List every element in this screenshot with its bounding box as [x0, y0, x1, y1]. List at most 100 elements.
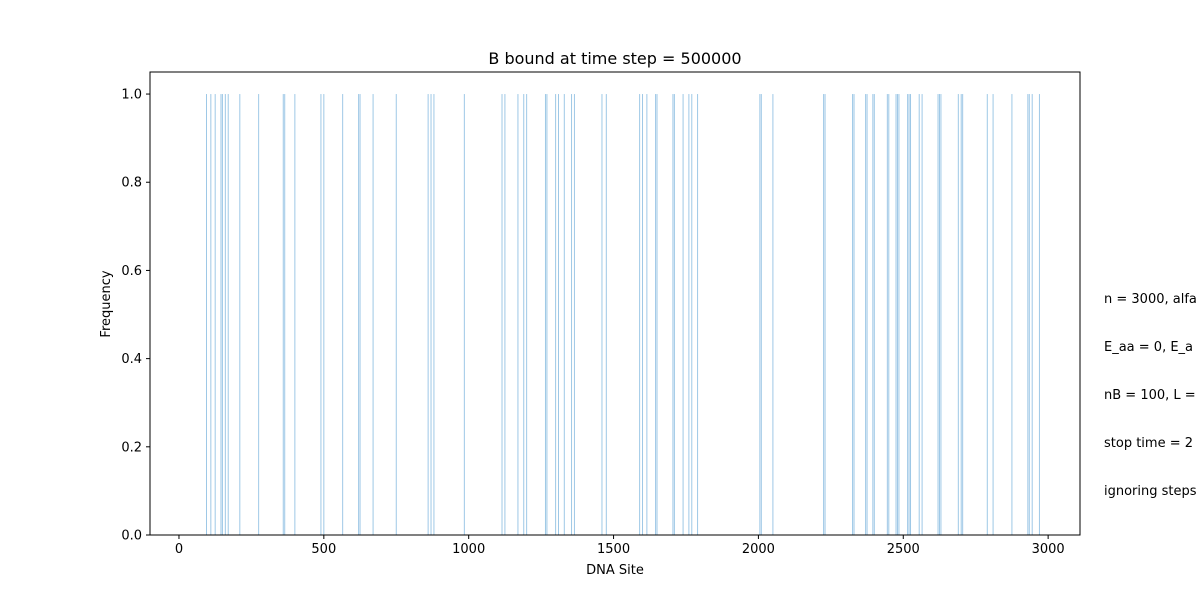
bar [605, 94, 607, 536]
bar [824, 94, 826, 536]
bar [523, 94, 525, 536]
bar [992, 94, 994, 536]
bar [646, 94, 648, 536]
bar [873, 94, 875, 536]
bar [853, 94, 855, 536]
bar [691, 94, 693, 536]
x-tick-label: 500 [311, 542, 336, 557]
bar [823, 94, 825, 536]
bar [221, 94, 223, 536]
bar [546, 94, 548, 536]
bar [573, 94, 575, 536]
bar [282, 94, 284, 536]
bar [960, 94, 962, 536]
axes-frame [149, 71, 1081, 536]
y-axis-label: Frequency [99, 270, 114, 337]
annotation-line: E_aa = 0, E_a [1104, 340, 1194, 355]
bar [898, 94, 900, 536]
bar [239, 94, 241, 536]
x-tick-label: 1500 [597, 542, 630, 557]
annotation-line: stop time = 2 [1104, 436, 1194, 451]
x-axis-label: DNA Site [586, 563, 644, 578]
x-tick-label: 2000 [742, 542, 775, 557]
bar [673, 94, 675, 536]
bar [962, 94, 964, 536]
bar [555, 94, 557, 536]
bar [210, 94, 212, 536]
bar [358, 94, 360, 536]
x-tick-label: 2500 [887, 542, 920, 557]
bar [759, 94, 761, 536]
bar [359, 94, 361, 536]
bar [656, 94, 658, 536]
bar [294, 94, 296, 536]
bar [865, 94, 867, 536]
bar [986, 94, 988, 536]
bar [1027, 94, 1029, 536]
y-tick-label: 0.6 [121, 264, 142, 279]
bar [1031, 94, 1033, 536]
bar [258, 94, 260, 536]
bar [601, 94, 603, 536]
bar [908, 94, 910, 536]
bar [1011, 94, 1013, 536]
x-tick-label: 0 [175, 542, 183, 557]
bar [395, 94, 397, 536]
bar [910, 94, 912, 536]
bar [886, 94, 888, 536]
chart-title: B bound at time step = 500000 [488, 49, 741, 68]
bar [224, 94, 226, 536]
bar [220, 94, 222, 536]
bar [772, 94, 774, 536]
parameter-annotation: n = 3000, alfa E_aa = 0, E_a nB = 100, L… [1104, 260, 1197, 516]
bar [517, 94, 519, 536]
bar [655, 94, 657, 536]
bar-series [206, 94, 1040, 536]
bar [427, 94, 429, 536]
bar [918, 94, 920, 536]
bar [320, 94, 322, 536]
annotation-line: n = 3000, alfa [1104, 292, 1197, 307]
x-tick-label: 3000 [1032, 542, 1065, 557]
bar [463, 94, 465, 536]
x-axis-ticks: 0 500 1000 1500 2000 2500 3000 [175, 535, 1065, 557]
bar [688, 94, 690, 536]
bar [896, 94, 898, 536]
bar [937, 94, 939, 536]
bar [206, 94, 207, 536]
bar [957, 94, 959, 536]
bar [872, 94, 874, 536]
bar [852, 94, 854, 536]
annotation-line: nB = 100, L = [1104, 388, 1196, 403]
bar [430, 94, 432, 536]
bar [888, 94, 890, 536]
bar [571, 94, 573, 536]
bar [639, 94, 641, 536]
bar [1038, 94, 1040, 536]
y-axis-ticks: 0.0 0.2 0.4 0.6 0.8 1.0 [121, 88, 150, 544]
y-tick-label: 0.4 [121, 352, 142, 367]
bar [682, 94, 684, 536]
y-tick-label: 0.2 [121, 440, 142, 455]
bar [940, 94, 942, 536]
bar [544, 94, 546, 536]
x-tick-label: 1000 [452, 542, 485, 557]
bar [866, 94, 868, 536]
bar [501, 94, 503, 536]
bar [504, 94, 506, 536]
y-tick-label: 1.0 [121, 88, 142, 103]
bar [938, 94, 940, 536]
bar [760, 94, 762, 536]
bar [214, 94, 216, 536]
annotation-line: ignoring steps [1104, 484, 1197, 499]
bar [697, 94, 699, 536]
bar [921, 94, 923, 536]
bar [672, 94, 674, 536]
y-tick-label: 0.8 [121, 176, 142, 191]
bar [526, 94, 528, 536]
bar [642, 94, 644, 536]
bar [323, 94, 325, 536]
bar [433, 94, 435, 536]
